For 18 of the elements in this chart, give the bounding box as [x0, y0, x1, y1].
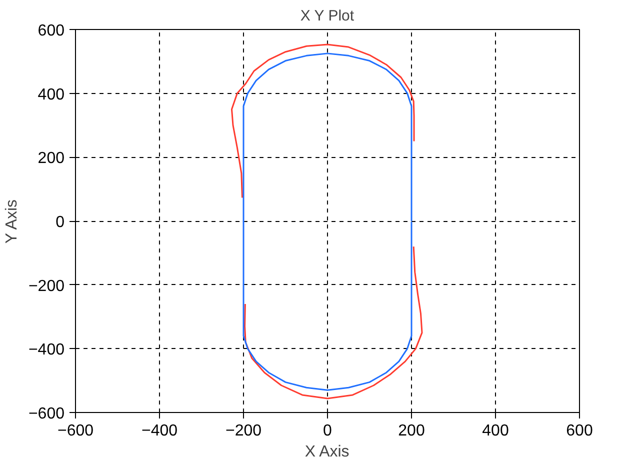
- y-axis-title: Y Axis: [3, 200, 20, 244]
- y-tick-label: 200: [38, 150, 65, 168]
- y-tick-label: 0: [56, 214, 65, 231]
- x-tick-label: −200: [225, 422, 262, 440]
- x-tick-label: −400: [141, 422, 178, 440]
- chart-title: X Y Plot: [300, 8, 355, 24]
- y-tick-label: 600: [38, 22, 65, 40]
- x-axis-title: X Axis: [304, 444, 350, 460]
- x-tick-label: 400: [482, 422, 509, 440]
- y-tick-label: −600: [28, 406, 65, 422]
- line-series: [242, 52, 412, 391]
- x-tick-label: 0: [323, 422, 332, 440]
- x-tick-label: 200: [398, 422, 425, 440]
- x-tick-label: 600: [566, 422, 593, 440]
- y-tick-label: 400: [38, 86, 65, 104]
- x-tick-label: −600: [57, 422, 94, 440]
- y-tick-label: −400: [28, 342, 65, 359]
- y-tick-label: −200: [28, 278, 65, 295]
